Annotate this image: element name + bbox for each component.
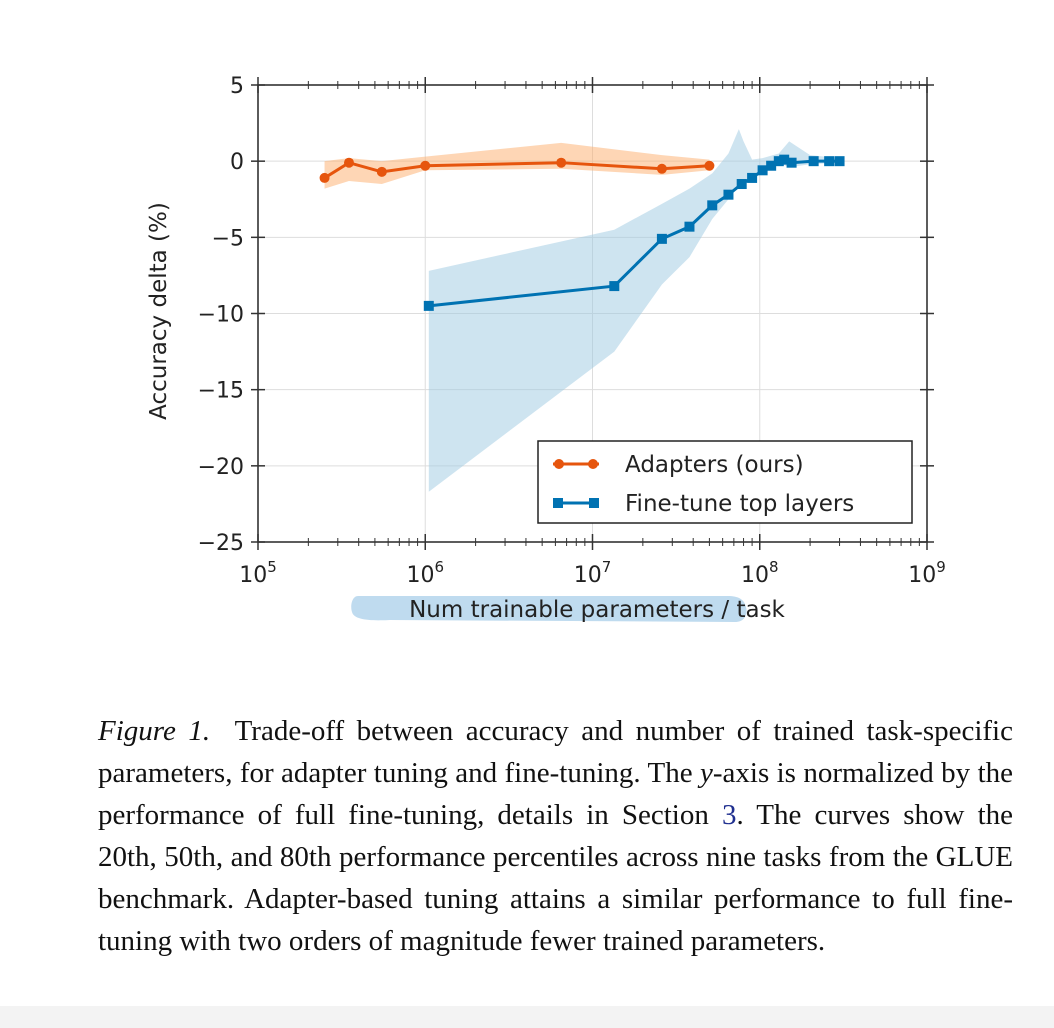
legend-finetune-marker [553, 498, 563, 508]
adapters-point [420, 160, 431, 171]
y-tick-label: −25 [198, 531, 244, 556]
x-axis-label: Num trainable parameters / task [409, 597, 785, 623]
caption-figure-label: Figure 1. [98, 715, 211, 747]
y-tick-label: −15 [198, 379, 244, 404]
x-tick-label: 107 [574, 558, 612, 588]
y-axis-label: Accuracy delta (%) [146, 202, 172, 420]
x-tick-base: 10 [574, 563, 602, 588]
legend-adapters-marker [588, 459, 598, 469]
y-tick-label: −10 [198, 303, 244, 328]
finetune-median-line [428, 158, 840, 308]
x-axis-label-rest: / task [721, 597, 785, 623]
x-tick-exponent: 5 [267, 558, 277, 576]
x-tick-base: 10 [741, 563, 769, 588]
finetune-point [808, 156, 819, 167]
x-label-highlight [351, 596, 747, 622]
adapters-point [556, 157, 567, 168]
finetune-point [786, 157, 797, 168]
finetune-point [423, 300, 434, 311]
x-tick-label: 109 [908, 558, 946, 588]
y-tick-label: −5 [212, 226, 244, 251]
bottom-strip [0, 1006, 1054, 1028]
finetune-point [779, 154, 790, 165]
finetune-point [736, 179, 747, 190]
axis-ticks [251, 77, 934, 550]
adapters-point [704, 160, 715, 171]
finetune-point [684, 221, 695, 232]
x-tick-label: 108 [741, 558, 779, 588]
finetune-point [766, 160, 777, 171]
x-tick-base: 10 [406, 563, 434, 588]
x-tick-label: 106 [406, 558, 444, 588]
adapters-percentile-band [324, 142, 710, 189]
percentile-bands [324, 129, 840, 492]
x-axis-label-highlighted: Num trainable parameters [409, 597, 714, 623]
legend-box [537, 440, 913, 524]
y-tick-label: 5 [230, 74, 244, 99]
x-tick-exponent: 7 [602, 558, 612, 576]
legend-adapters-marker [554, 459, 564, 469]
x-tick-exponent: 9 [936, 558, 946, 576]
adapters-point [343, 157, 354, 168]
figure-caption: Figure 1. Trade-off between accuracy and… [98, 710, 1013, 962]
x-tick-label: 105 [239, 558, 277, 588]
legend: Adapters (ours) Fine-tune top layers [537, 440, 913, 524]
x-tick-base: 10 [908, 563, 936, 588]
adapters-point [319, 172, 330, 183]
finetune-point [609, 281, 620, 292]
caption-section-link[interactable]: 3 [721, 799, 737, 831]
adapters-point [656, 163, 667, 174]
series-markers [319, 154, 845, 311]
finetune-point [656, 233, 667, 244]
finetune-point [824, 156, 835, 167]
x-tick-exponent: 8 [769, 558, 779, 576]
legend-adapters-label: Adapters (ours) [625, 452, 804, 478]
caption-text-part-3: . The curves show the 20th, 50th, and 80… [98, 799, 1014, 957]
caption-y-variable: y [699, 757, 713, 789]
legend-finetune-label: Fine-tune top layers [625, 491, 854, 517]
y-tick-label: 0 [230, 150, 244, 175]
adapters-point [376, 166, 387, 177]
x-tick-base: 10 [239, 563, 267, 588]
finetune-point [773, 156, 784, 167]
finetune-percentile-band [428, 129, 840, 492]
caption-text-part-1: Trade-off between accuracy and number of… [98, 715, 1013, 789]
finetune-point [834, 156, 845, 167]
finetune-point [723, 189, 734, 200]
y-tick-label: −20 [198, 455, 244, 480]
finetune-point [747, 172, 758, 183]
x-tick-exponent: 6 [434, 558, 444, 576]
caption-text-part-2: -axis is normalized by the performance o… [98, 757, 1014, 831]
legend-finetune-marker [589, 498, 599, 508]
finetune-point [757, 165, 768, 176]
finetune-point [707, 200, 718, 211]
